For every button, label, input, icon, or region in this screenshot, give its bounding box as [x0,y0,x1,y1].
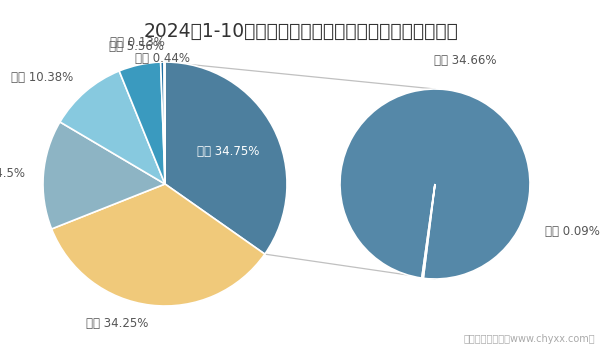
Wedge shape [60,71,165,184]
Wedge shape [119,62,165,184]
Text: 东北 0.44%: 东北 0.44% [134,52,189,64]
Text: 广西 0.09%: 广西 0.09% [545,225,600,238]
Wedge shape [340,89,530,279]
Wedge shape [165,62,287,254]
Text: 广东 34.66%: 广东 34.66% [434,54,496,67]
Text: 华北 5.56%: 华北 5.56% [109,40,164,52]
Wedge shape [52,184,265,306]
Text: 西南 10.38%: 西南 10.38% [11,72,74,84]
Wedge shape [164,62,165,184]
Text: 制图：智研咨询（www.chyxx.com）: 制图：智研咨询（www.chyxx.com） [463,334,595,344]
Text: 2024年1-10月中国房间空气调节器产量大区占比统计图: 2024年1-10月中国房间空气调节器产量大区占比统计图 [144,22,459,41]
Text: 西北 0.13%: 西北 0.13% [110,36,165,48]
Wedge shape [160,62,165,184]
Text: 华东 34.25%: 华东 34.25% [86,316,148,330]
Wedge shape [43,122,165,229]
Text: 华中 14.5%: 华中 14.5% [0,167,25,179]
Text: 华南 34.75%: 华南 34.75% [197,145,259,158]
Wedge shape [421,184,435,278]
